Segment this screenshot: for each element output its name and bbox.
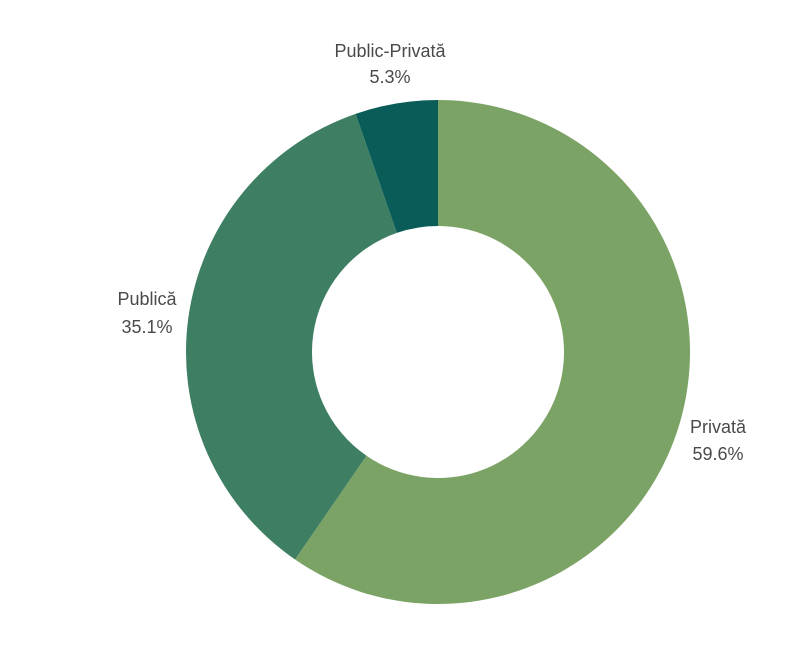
label-privata-name: Privată [690, 417, 747, 437]
label-public-privata-name: Public-Privată [334, 41, 446, 61]
label-publica-name: Publică [117, 289, 177, 309]
slice-privata [295, 100, 690, 604]
label-privata-value: 59.6% [692, 444, 743, 464]
label-publica-value: 35.1% [121, 317, 172, 337]
donut-slices [185, 100, 690, 604]
slice-public-privata [355, 100, 438, 233]
slice-publica [185, 113, 397, 560]
label-public-privata-value: 5.3% [369, 67, 410, 87]
